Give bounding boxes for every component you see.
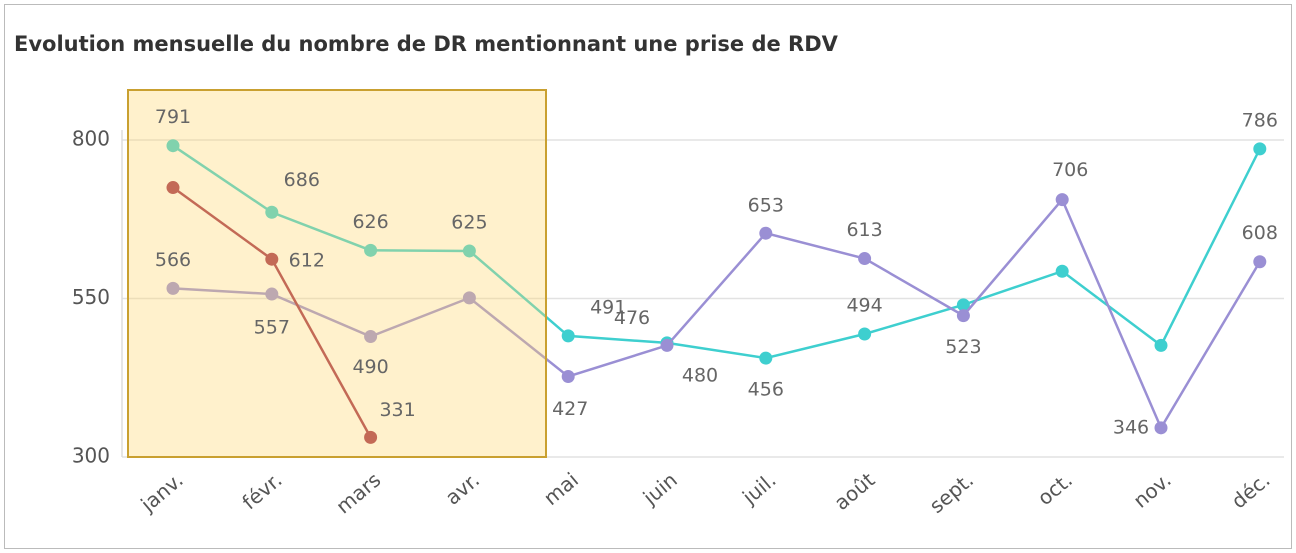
value-label: 625	[451, 211, 487, 233]
point	[462, 244, 476, 258]
value-label: 612	[289, 250, 325, 272]
point	[561, 369, 575, 383]
point	[759, 351, 773, 365]
value-label: 523	[945, 336, 981, 358]
value-label: 613	[846, 219, 882, 241]
point	[956, 298, 970, 312]
value-label: 331	[379, 399, 415, 421]
value-label: 557	[254, 317, 290, 339]
value-label: 491	[590, 296, 626, 318]
point	[364, 243, 378, 257]
value-label: 456	[748, 379, 784, 401]
point	[1253, 142, 1267, 156]
y-tick-label: 800	[72, 127, 110, 151]
y-tick-label: 550	[72, 285, 110, 309]
series-line	[172, 144, 1261, 360]
point	[1055, 264, 1069, 278]
value-label: 346	[1113, 416, 1149, 438]
point	[166, 139, 180, 153]
point	[462, 291, 476, 305]
point	[265, 205, 279, 219]
point	[265, 252, 279, 266]
value-label: 626	[352, 211, 388, 233]
point	[858, 252, 872, 266]
value-label: 427	[552, 398, 588, 420]
highlight-box	[127, 89, 547, 458]
point	[956, 309, 970, 323]
point	[1154, 421, 1168, 435]
point	[364, 330, 378, 344]
value-label: 480	[682, 364, 718, 386]
point	[759, 226, 773, 240]
value-label: 476	[614, 307, 650, 329]
value-label: 608	[1242, 222, 1278, 244]
value-label: 490	[352, 356, 388, 378]
y-tick-label: 300	[72, 444, 110, 468]
value-label: 494	[846, 295, 882, 317]
point	[561, 329, 575, 343]
value-label: 653	[748, 195, 784, 217]
point	[1055, 193, 1069, 207]
point	[364, 430, 378, 444]
value-label: 791	[155, 106, 191, 128]
value-label: 686	[284, 169, 320, 191]
point	[858, 327, 872, 341]
point	[166, 181, 180, 195]
chart-title: Evolution mensuelle du nombre de DR ment…	[14, 32, 839, 56]
point	[1154, 338, 1168, 352]
point	[660, 338, 674, 352]
value-label: 566	[155, 249, 191, 271]
value-label: 786	[1242, 109, 1278, 131]
plot	[166, 139, 1267, 444]
value-label: 706	[1052, 159, 1088, 181]
point	[166, 281, 180, 295]
series-line	[172, 197, 1261, 431]
point	[265, 287, 279, 301]
point	[1253, 255, 1267, 269]
